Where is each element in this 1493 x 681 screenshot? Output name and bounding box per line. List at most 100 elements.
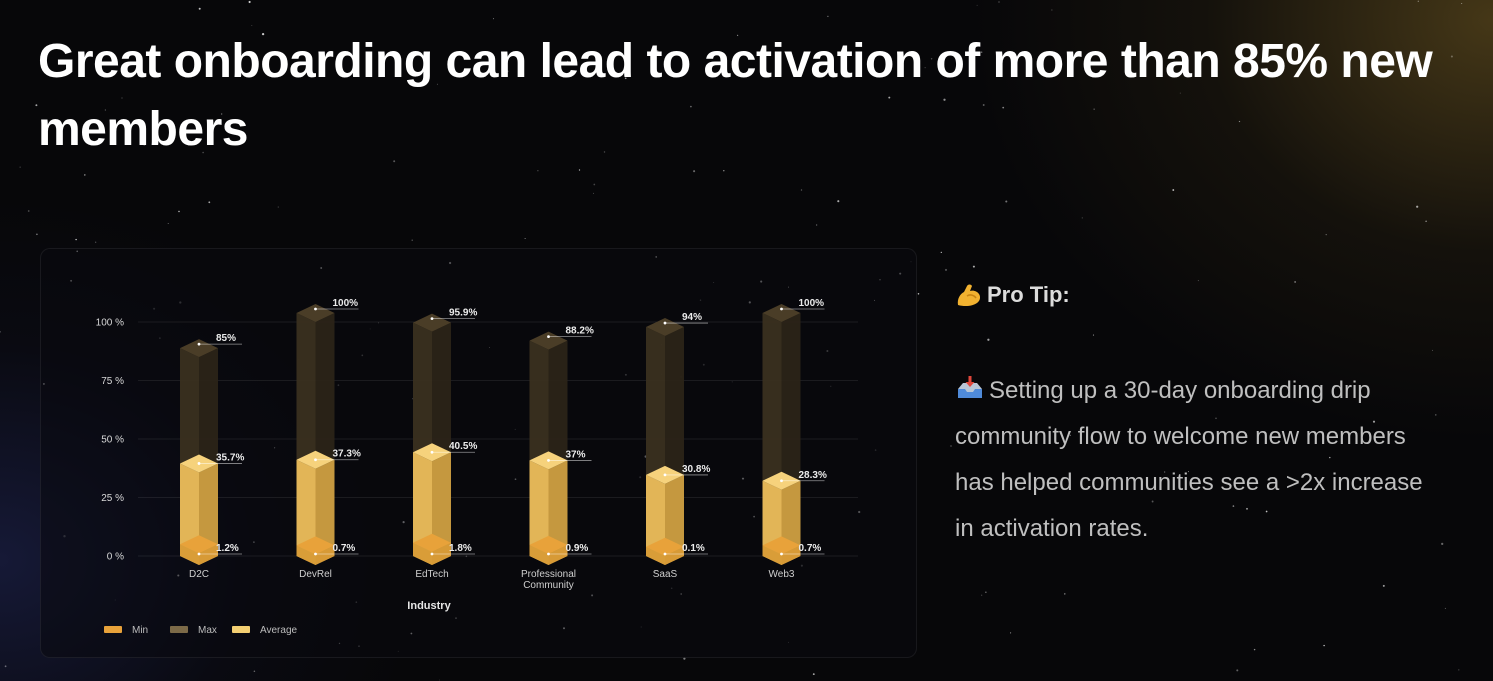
star <box>690 105 692 108</box>
star <box>0 331 1 333</box>
page-headline: Great onboarding can lead to activation … <box>38 35 1433 156</box>
star <box>1051 9 1053 11</box>
x-category-label: DevRel <box>299 569 332 580</box>
star <box>393 160 396 163</box>
star <box>827 15 829 18</box>
bar-max-top-face <box>180 339 218 358</box>
pro-tip-text: Setting up a 30-day onboarding drip comm… <box>955 377 1423 542</box>
min-value-label: 1.8% <box>449 543 472 554</box>
y-tick-label: 75 % <box>101 376 124 387</box>
star <box>1329 456 1331 459</box>
legend-label-average: Average <box>260 625 298 636</box>
star <box>987 338 990 341</box>
star <box>566 60 569 63</box>
star <box>253 670 256 672</box>
max-value-label-dot <box>663 321 667 325</box>
star <box>837 200 840 203</box>
max-value-label-dot <box>314 307 317 311</box>
star <box>1417 0 1419 2</box>
average-value-label: 37.3% <box>333 449 361 460</box>
star <box>593 192 594 194</box>
y-tick-label: 0 % <box>107 552 124 563</box>
star <box>1179 92 1181 94</box>
x-category-label: SaaS <box>653 569 678 580</box>
average-value-label-dot <box>430 450 434 454</box>
bar-max-top-face <box>413 313 451 332</box>
star <box>1432 349 1433 351</box>
star <box>930 58 933 60</box>
star <box>1236 669 1239 672</box>
star <box>411 239 413 241</box>
star <box>1334 386 1336 388</box>
star <box>603 151 606 153</box>
star <box>981 594 983 596</box>
min-value-label-dot <box>780 552 783 556</box>
bar-min <box>646 537 684 565</box>
star <box>1461 3 1463 4</box>
star <box>800 189 803 191</box>
star <box>1253 648 1256 651</box>
star <box>1010 632 1012 634</box>
star <box>944 268 948 271</box>
min-value-label-dot <box>663 552 667 556</box>
x-category-label: Community <box>523 580 574 591</box>
average-value-label-dot <box>197 462 201 465</box>
star <box>27 210 30 212</box>
legend-swatch-min <box>104 626 122 633</box>
star <box>976 4 978 6</box>
star <box>261 32 265 36</box>
star <box>439 679 441 681</box>
star <box>1450 55 1453 58</box>
x-category-label: Web3 <box>769 569 795 580</box>
bar-max-top-face <box>529 331 568 350</box>
star <box>1382 584 1385 587</box>
star <box>36 233 38 236</box>
star <box>178 210 180 213</box>
star <box>1092 334 1095 336</box>
min-value-label: 0.7% <box>333 543 356 554</box>
star <box>202 151 204 154</box>
bar-min-side <box>646 546 684 565</box>
star <box>1081 217 1083 219</box>
star <box>1002 106 1005 109</box>
star <box>917 293 920 295</box>
average-value-label: 40.5% <box>449 441 477 452</box>
star <box>980 51 983 53</box>
star <box>736 34 739 37</box>
star <box>683 657 686 660</box>
star <box>493 18 495 20</box>
min-value-label-dot <box>314 552 317 556</box>
star <box>19 166 21 168</box>
star <box>198 7 201 10</box>
legend-label-min: Min <box>132 625 148 636</box>
star <box>1286 387 1289 389</box>
min-value-label: 1.2% <box>216 543 239 554</box>
legend-label-max: Max <box>198 625 217 636</box>
star <box>943 98 946 101</box>
star <box>816 224 818 226</box>
activation-bar-chart: 0 % 25 % 50 % 75 % 100 % 85% 35.7% 1.2% D2C 100% 3… <box>96 298 858 636</box>
star <box>104 109 106 111</box>
star <box>95 241 97 243</box>
max-value-label: 85% <box>216 333 236 344</box>
star <box>524 237 526 239</box>
bar-min-top-face <box>529 535 568 554</box>
flexed-biceps-icon <box>957 284 981 307</box>
star <box>506 70 509 73</box>
x-category-label: D2C <box>189 569 209 580</box>
min-value-label-dot <box>547 552 550 556</box>
star <box>950 445 952 447</box>
star <box>537 170 539 172</box>
min-value-label-dot <box>197 552 201 556</box>
star <box>1444 607 1446 609</box>
star <box>1265 510 1268 513</box>
star <box>1164 471 1166 473</box>
star <box>1187 471 1189 473</box>
average-value-label-dot <box>314 458 317 462</box>
y-tick-label: 25 % <box>101 493 124 504</box>
star <box>1435 414 1437 416</box>
average-value-label-dot <box>663 473 667 477</box>
max-value-label: 95.9% <box>449 308 477 319</box>
star <box>972 265 975 268</box>
star <box>1323 644 1325 647</box>
